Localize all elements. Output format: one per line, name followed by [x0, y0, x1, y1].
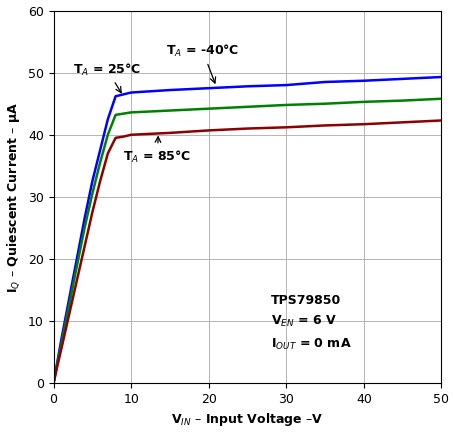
Text: T$_A$ = -40°C: T$_A$ = -40°C: [166, 43, 239, 83]
X-axis label: V$_{IN}$ – Input Voltage –V: V$_{IN}$ – Input Voltage –V: [171, 411, 324, 428]
Text: TPS79850
V$_{EN}$ = 6 V
I$_{OUT}$ = 0 mA: TPS79850 V$_{EN}$ = 6 V I$_{OUT}$ = 0 mA: [271, 293, 351, 352]
Y-axis label: I$_Q$ – Quiescent Current – μA: I$_Q$ – Quiescent Current – μA: [5, 101, 22, 293]
Text: T$_A$ = 25°C: T$_A$ = 25°C: [73, 62, 141, 93]
Text: T$_A$ = 85°C: T$_A$ = 85°C: [123, 137, 192, 164]
